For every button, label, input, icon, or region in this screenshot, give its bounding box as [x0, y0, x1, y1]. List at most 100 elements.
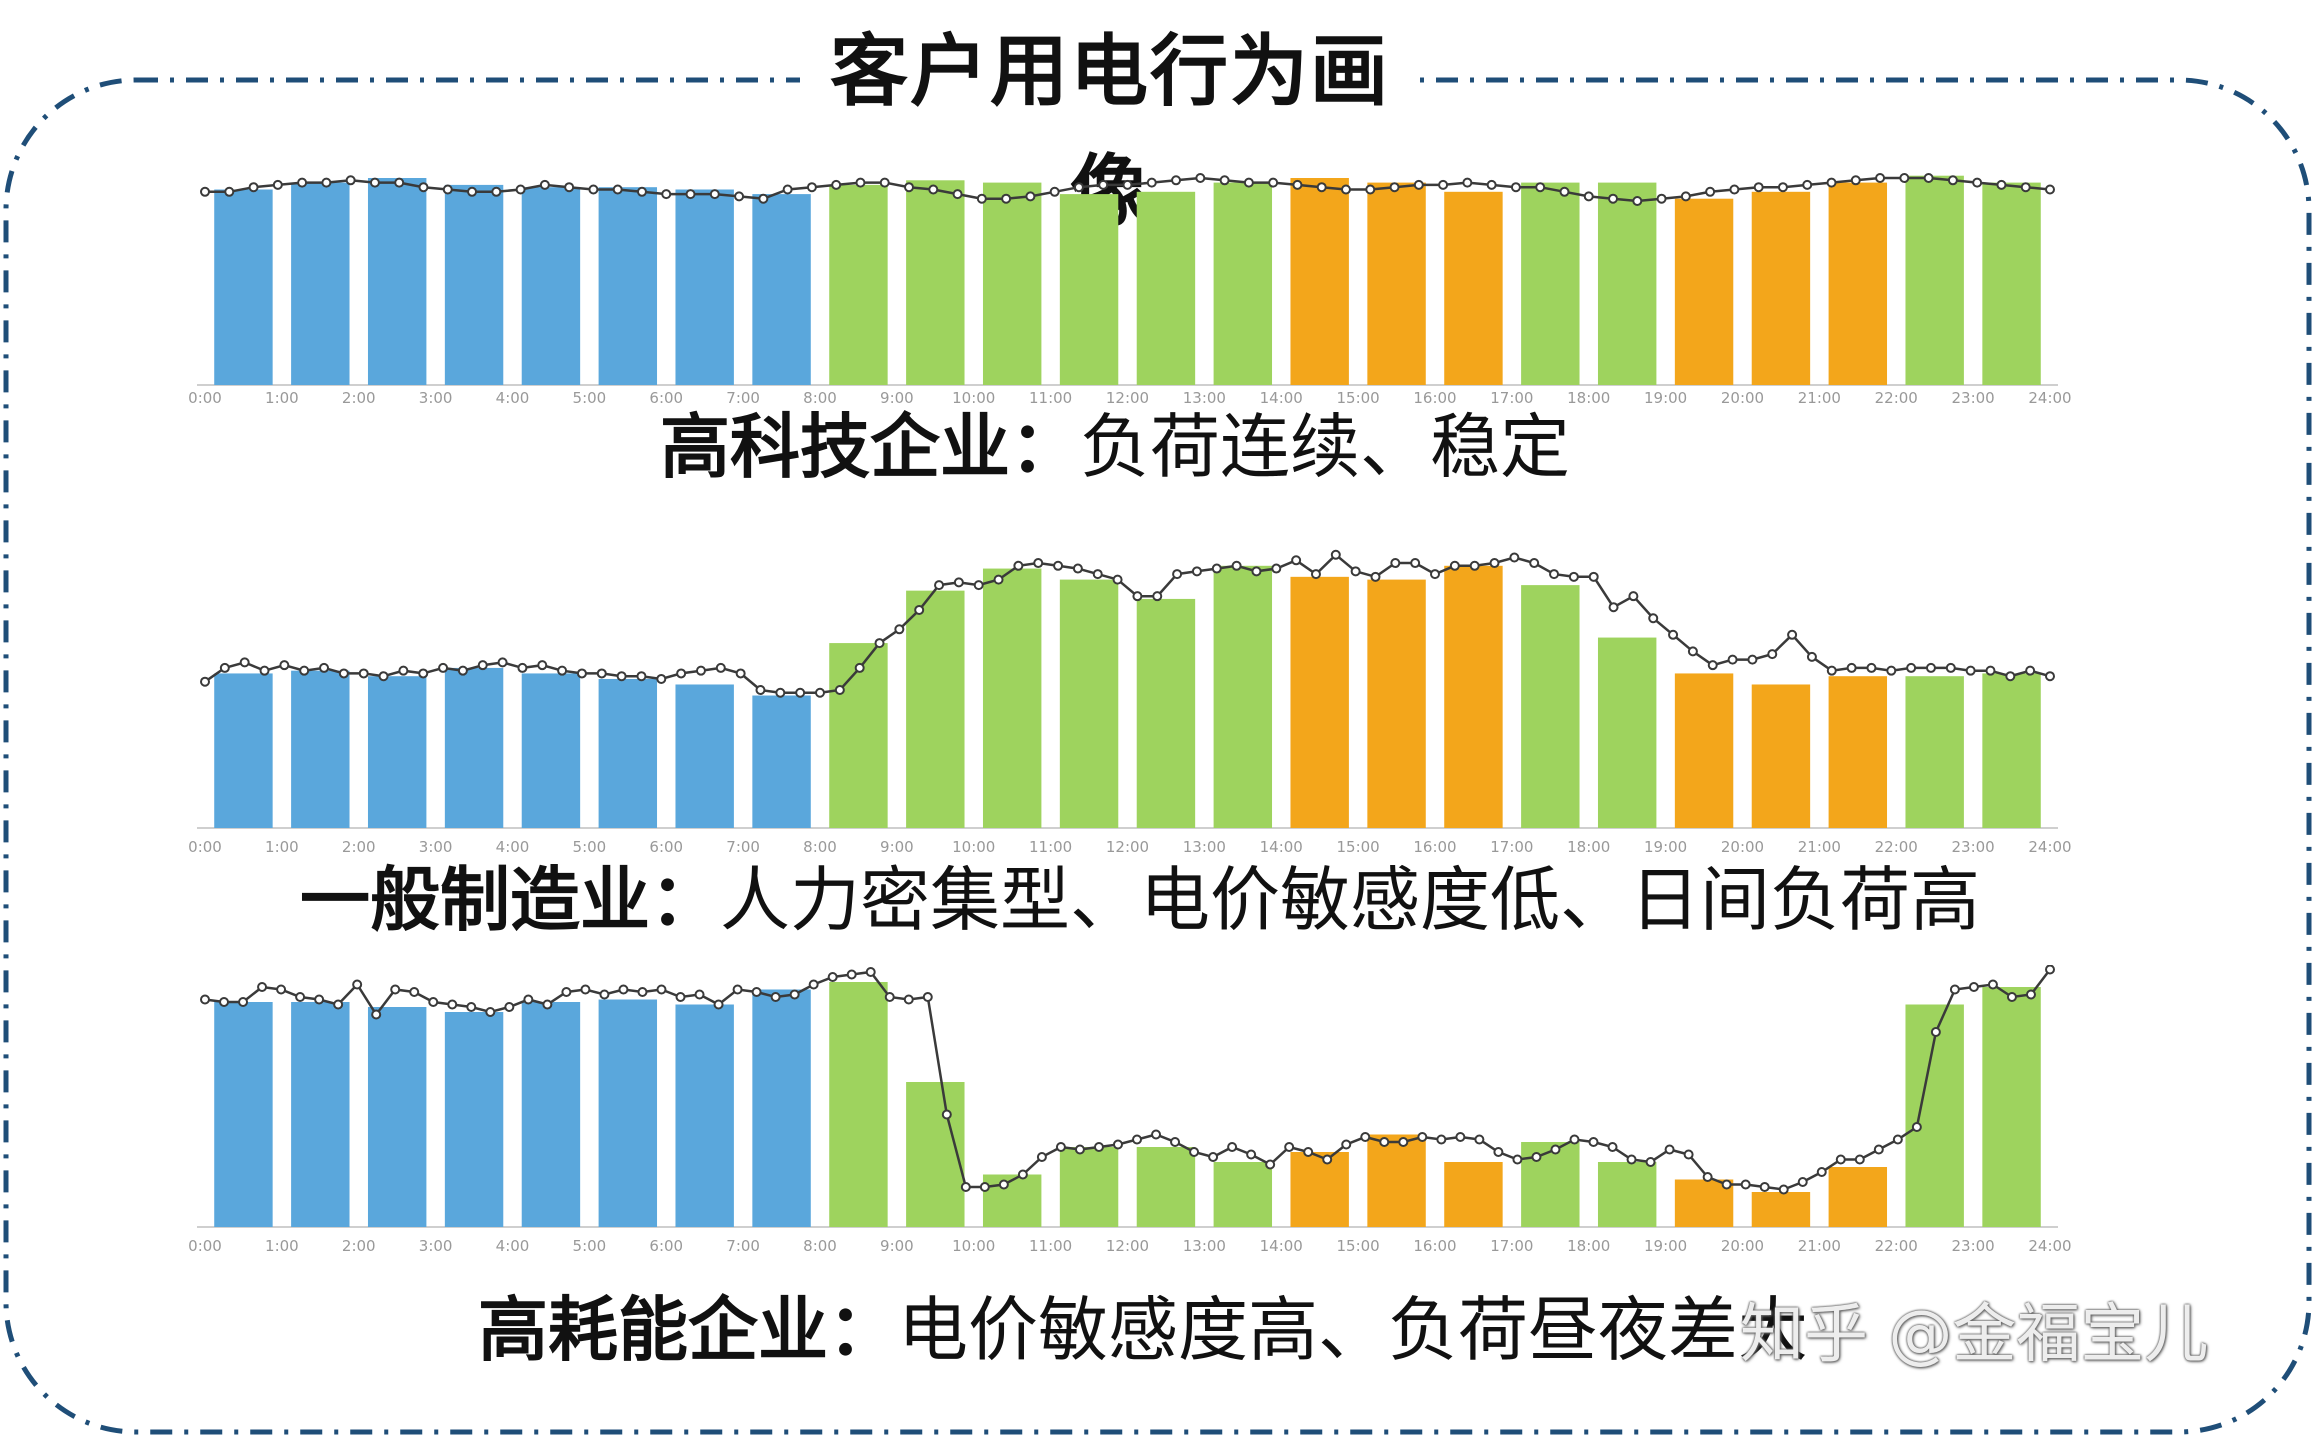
load-curve-point — [1930, 1027, 1941, 1037]
bar-2000 — [1751, 1192, 1811, 1227]
load-curve-point — [1438, 179, 1449, 190]
caption-general-manufacturing-text: 人力密集型、电价敏感度低、日间负荷高 — [720, 859, 1980, 941]
load-curve-point — [656, 673, 667, 684]
load-curve-point — [904, 182, 915, 193]
load-curve-point — [279, 660, 290, 671]
load-curve-point — [1195, 173, 1206, 183]
load-curve-point — [675, 992, 686, 1002]
load-curve-point — [789, 989, 800, 1000]
load-curve-point — [1680, 191, 1691, 202]
bar-1800 — [1597, 182, 1657, 385]
load-curve-point — [1945, 662, 1956, 673]
load-curve-point — [219, 997, 230, 1007]
x-tick-label: 1:00 — [265, 389, 299, 407]
load-curve-point — [993, 574, 1004, 585]
load-curve-point — [1170, 1137, 1181, 1147]
x-tick-label: 7:00 — [726, 1237, 760, 1255]
load-curve-point — [418, 182, 429, 193]
load-curve-point — [1985, 665, 1996, 676]
caption-energy-intensive-bold: 高耗能企业： — [478, 1289, 898, 1371]
bar-2300 — [1982, 987, 2041, 1227]
load-curve-point — [1219, 175, 1230, 186]
x-tick-label: 1:00 — [265, 838, 299, 856]
load-curve-point — [903, 994, 914, 1005]
bar-900 — [906, 180, 965, 385]
x-tick-label: 5:00 — [573, 838, 607, 856]
load-curve-point — [369, 177, 380, 188]
bar-1000 — [982, 1174, 1042, 1227]
load-curve-point — [358, 668, 369, 679]
x-tick-label: 21:00 — [1798, 838, 1841, 856]
load-curve-point — [1645, 1157, 1656, 1167]
load-curve-point — [1417, 1132, 1428, 1142]
load-curve-point — [1455, 1132, 1466, 1142]
x-tick-label: 17:00 — [1490, 1237, 1533, 1255]
load-curve-point — [1370, 571, 1381, 582]
load-curve-point — [1787, 629, 1798, 640]
load-curve-point — [952, 189, 963, 200]
load-curve-point — [960, 1182, 971, 1192]
x-tick-label: 24:00 — [2028, 389, 2071, 407]
load-curve-point — [1923, 173, 1934, 183]
x-tick-label: 10:00 — [952, 838, 995, 856]
load-curve-point — [1802, 179, 1813, 190]
x-tick-label: 0:00 — [188, 838, 222, 856]
load-curve-point — [1628, 591, 1639, 602]
load-curve-point — [834, 685, 845, 695]
bar-2300 — [1982, 673, 2041, 828]
bar-2200 — [1905, 676, 1964, 828]
load-curve-point — [1747, 654, 1758, 665]
load-curve-point — [979, 1182, 990, 1192]
load-curve-point — [751, 987, 762, 997]
load-curve-point — [1303, 1147, 1314, 1157]
load-curve-point — [1854, 1154, 1865, 1165]
load-curve-point — [272, 179, 283, 190]
x-tick-label: 23:00 — [1952, 838, 1995, 856]
x-tick-label: 17:00 — [1490, 389, 1533, 407]
load-curve-point — [1549, 569, 1560, 580]
load-curve-point — [1816, 1167, 1827, 1177]
x-tick-label: 23:00 — [1952, 1237, 1995, 1255]
load-curve-point — [1251, 566, 1262, 577]
load-curve-point — [1316, 182, 1327, 193]
load-curve-point — [1246, 1149, 1257, 1160]
x-tick-label: 5:00 — [573, 1237, 607, 1255]
bar-1200 — [1136, 191, 1196, 385]
load-curve-point — [1310, 569, 1321, 580]
load-curve-point — [1632, 196, 1643, 206]
load-curve-point — [758, 193, 769, 204]
load-curve-point — [542, 999, 553, 1010]
x-tick-label: 12:00 — [1106, 1237, 1149, 1255]
load-curve-line — [204, 553, 2051, 695]
load-curve-point — [1529, 558, 1540, 569]
x-tick-label: 18:00 — [1567, 1237, 1610, 1255]
load-curve-point — [1608, 602, 1619, 613]
chart-general-manufacturing: 0:00 1:00 2:00 3:00 4:00 5:00 6:00 7:00 8:00 9:00… — [188, 549, 2072, 856]
load-curve-point — [1268, 177, 1279, 188]
load-curve-point — [1243, 177, 1254, 188]
bar-1800 — [1597, 637, 1657, 828]
bar-1700 — [1521, 182, 1580, 385]
load-curve-point — [1171, 175, 1182, 186]
bar-2000 — [1751, 684, 1811, 828]
load-curve-point — [1389, 182, 1400, 193]
load-curve-point — [1493, 1147, 1504, 1157]
x-tick-label: 12:00 — [1106, 838, 1149, 856]
x-tick-label: 22:00 — [1875, 389, 1918, 407]
load-curve-point — [319, 662, 330, 673]
load-curve-point — [879, 177, 890, 188]
load-curve-point — [1017, 1169, 1028, 1180]
load-curve-point — [1987, 979, 1998, 990]
load-curve-point — [735, 668, 746, 679]
x-tick-label: 18:00 — [1567, 389, 1610, 407]
bar-1500 — [1367, 182, 1426, 385]
load-curve-point — [941, 1109, 952, 1120]
load-curve-point — [1740, 1179, 1751, 1190]
bar-1900 — [1674, 198, 1734, 385]
x-tick-label: 14:00 — [1260, 1237, 1303, 1255]
load-curve-point — [934, 580, 945, 591]
load-curve-point — [485, 1007, 496, 1017]
load-curve-point — [1413, 179, 1424, 190]
bar-100 — [291, 182, 350, 385]
load-curve-point — [1098, 179, 1109, 190]
